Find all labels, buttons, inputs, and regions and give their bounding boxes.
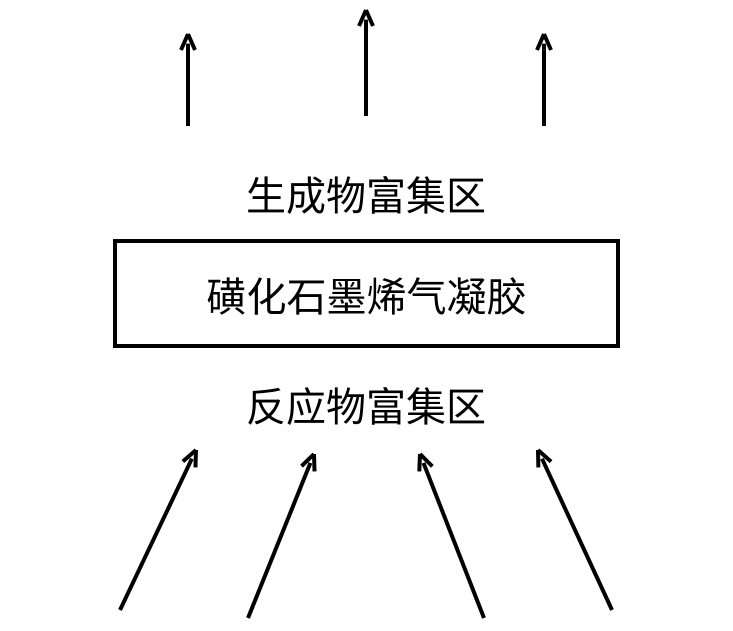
diagram-canvas: 生成物富集区 磺化石墨烯气凝胶 反应物富集区 — [0, 0, 733, 631]
top-label: 生成物富集区 — [246, 164, 486, 222]
center-box: 磺化石墨烯气凝胶 — [113, 239, 620, 348]
bottom-label: 反应物富集区 — [246, 375, 486, 433]
center-label: 磺化石墨烯气凝胶 — [207, 265, 527, 323]
